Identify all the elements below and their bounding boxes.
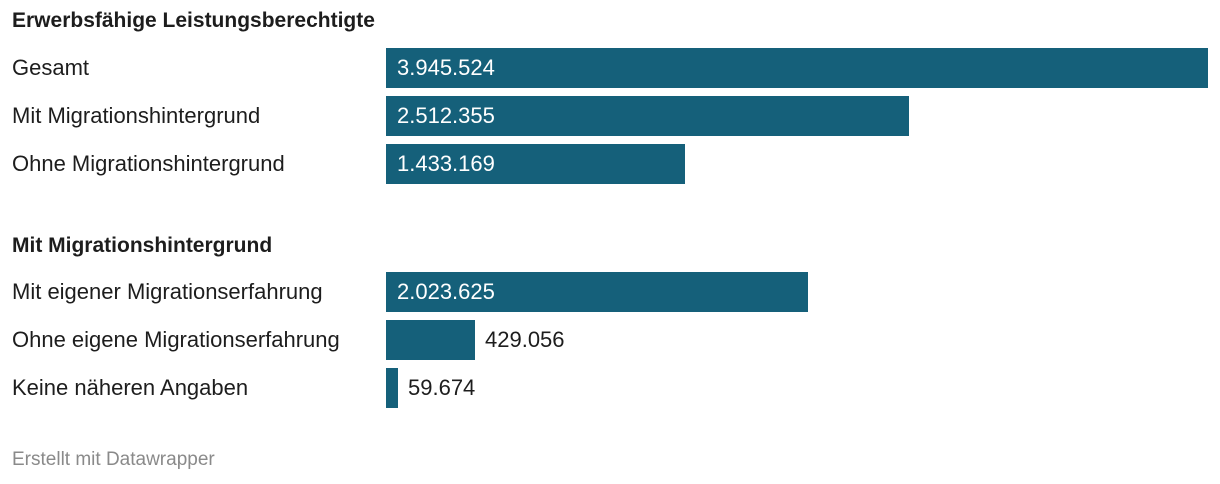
footer-credit[interactable]: Erstellt mit Datawrapper xyxy=(12,449,215,470)
bar xyxy=(386,96,909,136)
bar-value-label: 59.674 xyxy=(408,375,476,400)
bar-value-label: 2.512.355 xyxy=(397,103,495,128)
bar-value-label: 3.945.524 xyxy=(397,55,495,80)
section-title: Mit Migrationshintergrund xyxy=(12,234,273,257)
bar xyxy=(386,48,1208,88)
bar-label: Mit eigener Migrationserfahrung xyxy=(12,279,323,304)
bar xyxy=(386,320,475,360)
bar xyxy=(386,272,808,312)
bar-label: Mit Migrationshintergrund xyxy=(12,103,261,128)
bar-value-label: 429.056 xyxy=(485,327,565,352)
bar-label: Gesamt xyxy=(12,55,90,80)
section-title: Erwerbsfähige Leistungsberechtigte xyxy=(12,9,375,32)
bar-label: Keine näheren Angaben xyxy=(12,375,249,400)
bar-label: Ohne eigene Migrationserfahrung xyxy=(12,327,340,352)
bar-label: Ohne Migrationshintergrund xyxy=(12,151,285,176)
bar xyxy=(386,368,398,408)
bar xyxy=(386,144,685,184)
bar-value-label: 1.433.169 xyxy=(397,151,495,176)
bar-value-label: 2.023.625 xyxy=(397,279,495,304)
